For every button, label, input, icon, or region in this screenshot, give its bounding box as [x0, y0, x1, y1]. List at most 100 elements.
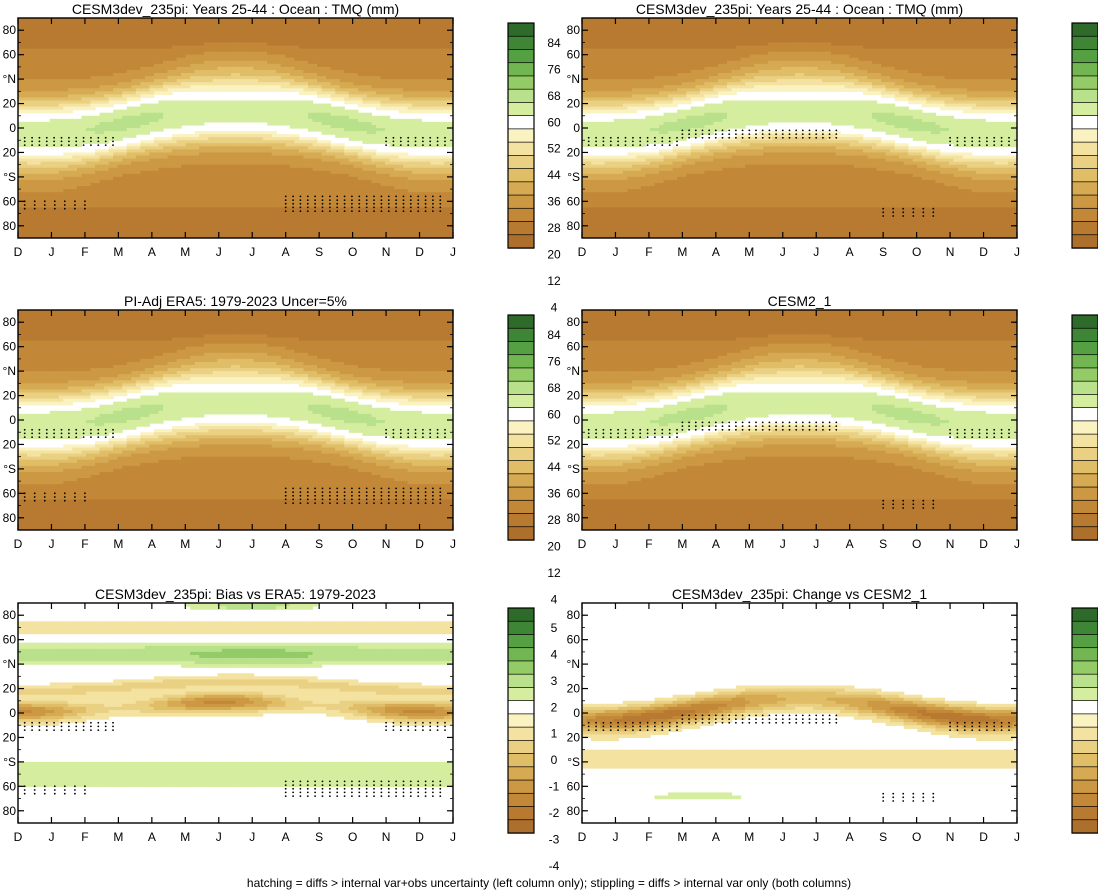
colorbar-swatch [507, 194, 535, 209]
x-tick-label: D [979, 537, 988, 551]
x-tick-label: D [14, 245, 23, 259]
x-tick-label: M [180, 830, 190, 844]
colorbar-swatch [507, 766, 535, 781]
x-tick-label: J [450, 245, 456, 259]
x-tick-label: M [677, 830, 687, 844]
colorbar-label: 76 [547, 62, 561, 76]
x-tick-label: F [81, 245, 88, 259]
x-tick-label: F [645, 245, 652, 259]
panel-p6: CESM3dev_235pi: Change vs CESM2_1 80 60 °N 2… [567, 586, 1098, 844]
x-tick-label: O [348, 245, 357, 259]
x-tick-label: A [712, 830, 720, 844]
colorbar-label: 84 [547, 36, 561, 50]
colorbar-swatch [507, 394, 535, 409]
colorbar-frame [507, 314, 535, 541]
y-tick-label: 80 [567, 608, 581, 622]
x-tick-label: S [315, 830, 323, 844]
field-p1 [18, 18, 453, 238]
field-p6 [582, 603, 1017, 823]
colorbar-label: 4 [551, 301, 558, 315]
colorbar-swatch [1071, 513, 1098, 528]
colorbar-swatch [1071, 753, 1098, 768]
colorbar-swatch [507, 726, 535, 742]
colorbar-swatch [1071, 88, 1098, 104]
x-tick-label: J [249, 245, 255, 259]
x-tick-label: J [216, 537, 222, 551]
colorbar-label: 4 [551, 647, 558, 661]
colorbar-swatch [1071, 327, 1098, 343]
x-tick-label: S [315, 245, 323, 259]
x-tick-label: J [1014, 537, 1020, 551]
x-tick-label: A [148, 830, 156, 844]
colorbar-swatch [507, 513, 535, 528]
colorbar-label: 60 [547, 407, 561, 421]
panel-title: CESM3dev_235pi: Years 25-44 : Ocean : TM… [72, 1, 399, 17]
colorbar-swatch [507, 354, 535, 369]
colorbar-swatch [507, 647, 535, 662]
colorbar-label: 60 [547, 115, 561, 129]
colorbar-swatch [1071, 22, 1098, 37]
x-tick-label: D [578, 245, 587, 259]
x-tick-label: J [48, 830, 54, 844]
colorbar-swatch [1071, 460, 1098, 475]
colorbar-swatch [507, 327, 535, 343]
x-tick-label: S [879, 830, 887, 844]
colorbar-swatch [507, 88, 535, 104]
y-tick-label: 80 [567, 23, 581, 37]
colorbar-swatch [1071, 819, 1098, 834]
field-p3 [18, 310, 453, 530]
colorbar-swatch [1071, 194, 1098, 209]
x-tick-label: A [148, 537, 156, 551]
y-tick-label: 20 [3, 437, 17, 451]
y-tick-label: 0 [573, 413, 580, 427]
colorbar-swatch [507, 673, 535, 689]
x-tick-label: J [1014, 830, 1020, 844]
colorbar-swatch [1071, 766, 1098, 781]
colorbar-swatch [507, 234, 535, 249]
colorbar-swatch [1071, 168, 1098, 183]
colorbar-swatch [1071, 380, 1098, 396]
colorbar-swatch [507, 49, 535, 64]
x-tick-label: M [677, 537, 687, 551]
y-tick-label: 20 [3, 389, 17, 403]
x-tick-label: M [113, 537, 123, 551]
panel-p1: CESM3dev_235pi: Years 25-44 : Ocean : TM… [3, 1, 561, 315]
x-tick-label: S [879, 537, 887, 551]
y-tick-label: 20 [567, 730, 581, 744]
panel-p5: CESM3dev_235pi: Bias vs ERA5: 1979-2023 8… [3, 586, 560, 873]
colorbar-label: 12 [547, 274, 561, 288]
x-tick-label: A [282, 245, 290, 259]
colorbar-swatch [507, 367, 535, 382]
colorbar-swatch [1071, 726, 1098, 742]
colorbar-swatch [507, 660, 535, 675]
y-tick-label: 0 [573, 706, 580, 720]
colorbar-swatch [507, 607, 535, 622]
colorbar-swatch [1071, 341, 1098, 356]
y-tick-label: °N [3, 364, 16, 378]
panel-title: CESM3dev_235pi: Bias vs ERA5: 1979-2023 [95, 586, 376, 602]
panel-p2: CESM3dev_235pi: Years 25-44 : Ocean : TM… [567, 1, 1098, 259]
colorbar-frame [1071, 607, 1098, 834]
colorbar-swatch [1071, 739, 1098, 755]
colorbar-swatch [1071, 420, 1098, 435]
y-tick-label: 0 [573, 121, 580, 135]
colorbar-label: 68 [547, 381, 561, 395]
y-tick-label: 20 [567, 145, 581, 159]
x-tick-label: M [180, 245, 190, 259]
x-tick-label: F [81, 830, 88, 844]
x-tick-label: F [645, 537, 652, 551]
x-tick-label: M [744, 830, 754, 844]
y-tick-label: 0 [9, 413, 16, 427]
y-tick-label: 20 [567, 682, 581, 696]
x-tick-label: S [879, 245, 887, 259]
colorbar-swatch [507, 460, 535, 475]
footnote: hatching = diffs > internal var+obs unce… [0, 876, 1098, 890]
x-tick-label: J [780, 830, 786, 844]
x-tick-label: M [744, 245, 754, 259]
y-tick-label: 0 [9, 121, 16, 135]
x-tick-label: M [113, 245, 123, 259]
colorbar-swatch [507, 62, 535, 77]
colorbar-label: 84 [547, 328, 561, 342]
colorbar-swatch [507, 407, 535, 422]
colorbar-swatch [1071, 433, 1098, 449]
